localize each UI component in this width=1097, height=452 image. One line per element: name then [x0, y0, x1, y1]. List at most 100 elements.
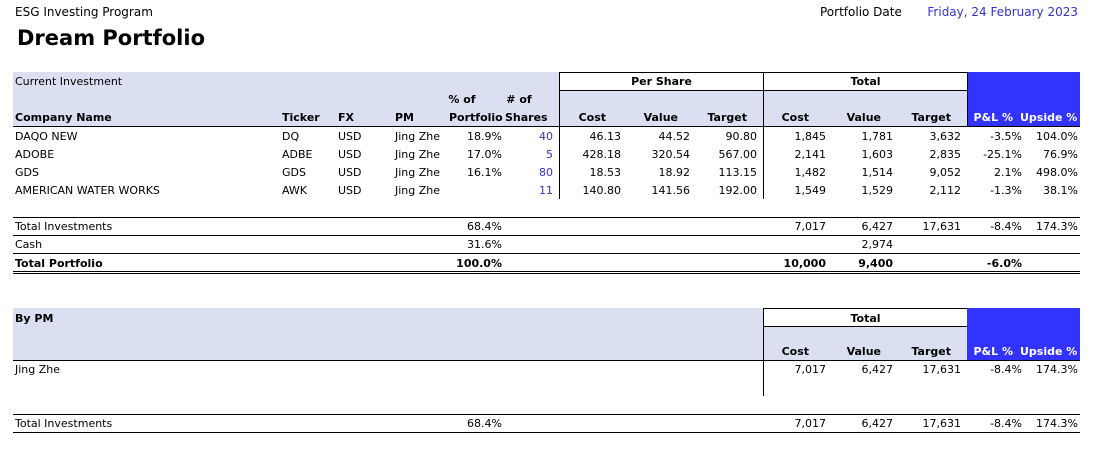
portfolio-double-border-2 [13, 273, 1080, 274]
section-label: Current Investment [15, 75, 123, 88]
total-portfolio-pl: -6.0% [986, 257, 1022, 270]
cell-pm: Jing Zhe [395, 148, 441, 161]
cell-t-cost: 1,845 [794, 130, 827, 143]
col-ps-target: Target [707, 111, 747, 124]
total-investments-pct: 68.4% [467, 220, 502, 233]
total-investments-target: 17,631 [922, 220, 962, 233]
cell-t-value: 1,781 [861, 130, 894, 143]
cell-company: GDS [15, 166, 39, 179]
cell-ps-value: 141.56 [651, 184, 691, 197]
col-company: Company Name [15, 111, 112, 124]
cell-t-value: 1,603 [861, 148, 894, 161]
pm-col-pl: P&L % [973, 345, 1013, 358]
cash-pct: 31.6% [467, 238, 502, 251]
cell-ticker: AWK [282, 184, 308, 197]
col-shares-top: # of [506, 93, 532, 106]
cell-pl: -1.3% [990, 184, 1022, 197]
pm-col-cost: Cost [781, 345, 809, 358]
cell-ticker: DQ [282, 130, 300, 143]
cell-t-value: 1,514 [861, 166, 894, 179]
cell-t-target: 3,632 [929, 130, 962, 143]
cell-shares[interactable]: 80 [539, 166, 553, 179]
cell-t-cost: 2,141 [794, 148, 827, 161]
cell-t-value: 1,529 [861, 184, 894, 197]
pm-total-pl: -8.4% [990, 417, 1022, 430]
cell-pm: Jing Zhe [395, 166, 441, 179]
cell-pl: -8.4% [990, 363, 1022, 376]
pm-total-pct: 68.4% [467, 417, 502, 430]
cell-ps-target: 113.15 [718, 166, 758, 179]
cell-company: AMERICAN WATER WORKS [15, 184, 160, 197]
cell-fx: USD [338, 130, 362, 143]
group-per-share: Per Share [631, 75, 692, 88]
group-right-border [967, 72, 968, 126]
cell-pm: Jing Zhe [15, 363, 61, 376]
pm-col-value: Value [846, 345, 881, 358]
cell-ps-cost: 46.13 [589, 130, 622, 143]
group-mid-border [763, 72, 764, 126]
pm-section-label: By PM [15, 312, 54, 325]
col-t-target: Target [911, 111, 951, 124]
col-ps-value: Value [643, 111, 678, 124]
total-portfolio-cost: 10,000 [783, 257, 826, 270]
col-fx: FX [338, 111, 354, 124]
cell-upside: 76.9% [1043, 148, 1078, 161]
cell-ps-cost: 140.80 [582, 184, 622, 197]
pm-total-upside: 174.3% [1036, 417, 1078, 430]
pm-total-label: Total Investments [15, 417, 113, 430]
cell-ps-target: 567.00 [718, 148, 758, 161]
cell-ticker: GDS [282, 166, 306, 179]
pm-group-total: Total [850, 312, 881, 325]
cell-t-cost: 7,017 [794, 363, 827, 376]
cell-pct: 18.9% [467, 130, 502, 143]
total-investments-upside: 174.3% [1036, 220, 1078, 233]
cell-pl: 2.1% [994, 166, 1022, 179]
total-investments-cost: 7,017 [794, 220, 827, 233]
col-t-value: Value [846, 111, 881, 124]
cell-ps-value: 320.54 [651, 148, 691, 161]
cell-shares[interactable]: 5 [546, 148, 553, 161]
cell-company: DAQO NEW [15, 130, 78, 143]
cell-upside: 104.0% [1036, 130, 1078, 143]
body-divider-total [763, 126, 764, 199]
page-title: Dream Portfolio [17, 26, 205, 50]
portfolio-date-label: Portfolio Date [820, 5, 902, 19]
cell-ticker: ADBE [282, 148, 313, 161]
col-upside: Upside % [1020, 111, 1078, 124]
cash-top-border [13, 235, 1080, 236]
total-portfolio-value: 9,400 [858, 257, 893, 270]
col-pct-bottom: Portfolio [449, 111, 503, 124]
portfolio-date-value[interactable]: Friday, 24 February 2023 [927, 5, 1078, 19]
cell-ps-target: 90.80 [725, 130, 758, 143]
cell-shares[interactable]: 11 [539, 184, 553, 197]
pm-group-left [763, 308, 764, 396]
cell-fx: USD [338, 148, 362, 161]
cell-t-target: 17,631 [922, 363, 962, 376]
total-portfolio-pct: 100.0% [456, 257, 502, 270]
pm-total-cost: 7,017 [794, 417, 827, 430]
cell-pl: -25.1% [983, 148, 1022, 161]
col-ps-cost: Cost [578, 111, 606, 124]
cell-pct: 17.0% [467, 148, 502, 161]
pm-total-top-border [13, 414, 1080, 415]
body-divider-ps [559, 126, 560, 199]
pm-col-target: Target [911, 345, 951, 358]
header-band-left [13, 72, 559, 126]
cell-upside: 498.0% [1036, 166, 1078, 179]
cell-shares[interactable]: 40 [539, 130, 553, 143]
col-ticker: Ticker [282, 111, 320, 124]
program-name: ESG Investing Program [15, 5, 153, 19]
cell-t-target: 2,835 [929, 148, 962, 161]
cell-t-value: 6,427 [861, 363, 894, 376]
cell-ps-cost: 428.18 [582, 148, 622, 161]
col-pm: PM [395, 111, 415, 124]
cash-label: Cash [15, 238, 43, 251]
total-investments-pl: -8.4% [990, 220, 1022, 233]
col-shares-bottom: Shares [505, 111, 548, 124]
cell-ps-value: 18.92 [658, 166, 691, 179]
cell-pm: Jing Zhe [395, 184, 441, 197]
col-pl: P&L % [973, 111, 1013, 124]
header-underline [13, 126, 1080, 127]
pm-pl-header-block [967, 308, 1080, 360]
pm-group-bottom [763, 326, 967, 327]
